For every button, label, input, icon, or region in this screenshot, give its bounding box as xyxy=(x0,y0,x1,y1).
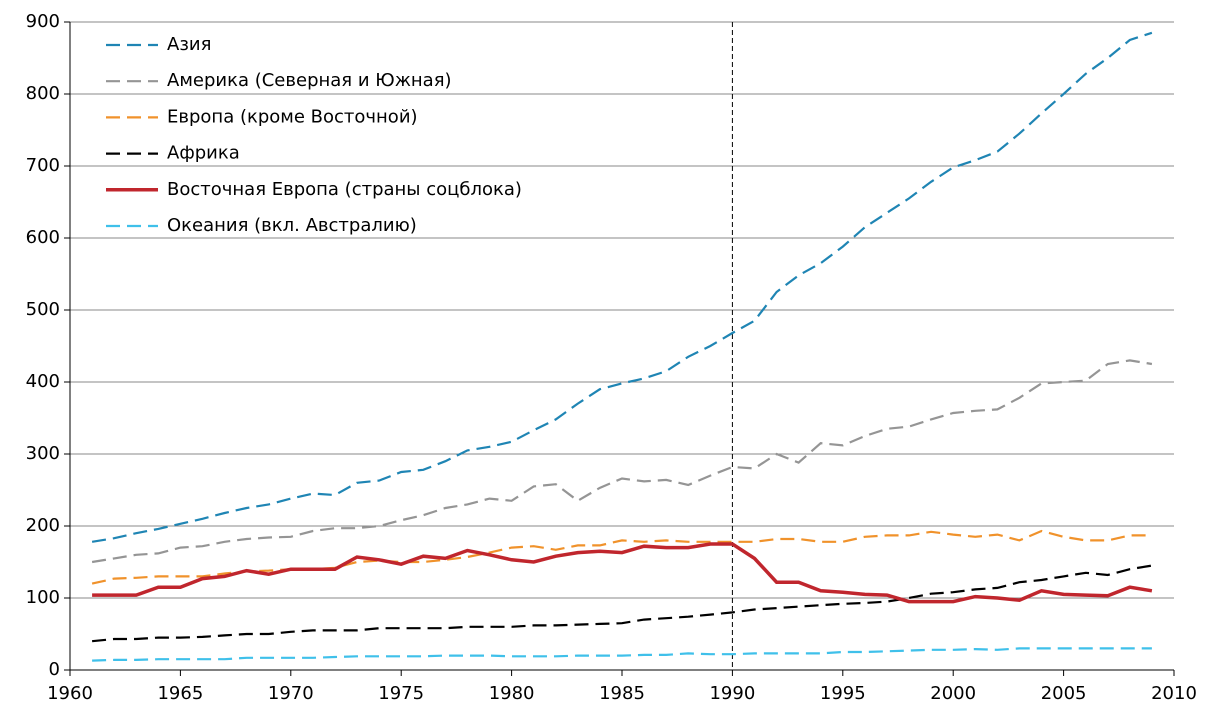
y-tick-label: 200 xyxy=(26,515,60,536)
x-tick-label: 1960 xyxy=(47,683,93,704)
x-tick-label: 1990 xyxy=(709,683,755,704)
series-line xyxy=(92,542,1153,604)
legend-label: Океания (вкл. Австралию) xyxy=(167,215,417,236)
x-tick-label: 1995 xyxy=(820,683,866,704)
x-tick-label: 2005 xyxy=(1041,683,1087,704)
x-tick-label: 1965 xyxy=(157,683,203,704)
legend-label: Европа (кроме Восточной) xyxy=(167,106,418,127)
x-tick-label: 1975 xyxy=(378,683,424,704)
legend-label: Америка (Северная и Южная) xyxy=(167,70,452,91)
y-tick-label: 600 xyxy=(26,227,60,248)
x-tick-label: 1980 xyxy=(489,683,535,704)
y-tick-label: 700 xyxy=(26,155,60,176)
y-tick-label: 0 xyxy=(49,659,60,680)
x-tick-label: 1985 xyxy=(599,683,645,704)
legend-label: Азия xyxy=(167,34,211,55)
y-tick-label: 100 xyxy=(26,587,60,608)
series-line xyxy=(91,564,1153,643)
legend-label: Африка xyxy=(167,143,240,164)
x-tick-label: 2010 xyxy=(1151,683,1197,704)
x-tick-label: 2000 xyxy=(930,683,976,704)
y-tick-label: 300 xyxy=(26,443,60,464)
y-tick-label: 900 xyxy=(26,11,60,32)
series-line xyxy=(91,529,1152,585)
y-tick-label: 500 xyxy=(26,299,60,320)
series-line xyxy=(91,359,1153,564)
series-line xyxy=(91,31,1153,543)
x-tick-label: 1970 xyxy=(268,683,314,704)
series-line xyxy=(92,647,1152,662)
y-tick-label: 400 xyxy=(26,371,60,392)
legend-label: Восточная Европа (страны соцблока) xyxy=(167,179,522,200)
y-tick-label: 800 xyxy=(26,83,60,104)
